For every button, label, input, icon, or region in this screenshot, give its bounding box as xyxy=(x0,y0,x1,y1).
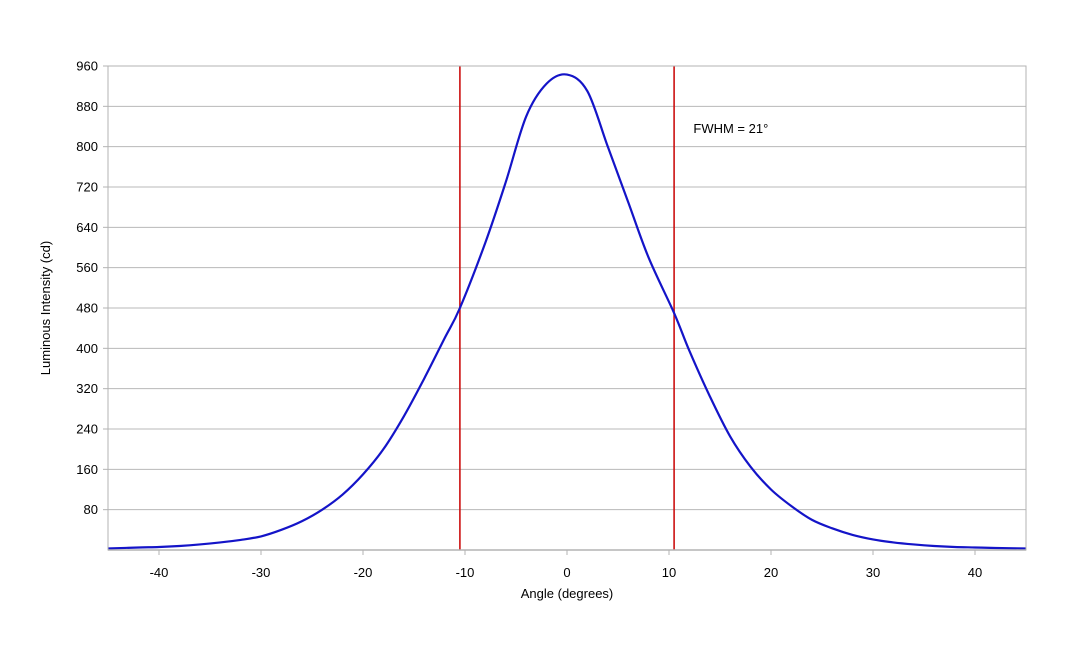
x-tick-label: 30 xyxy=(866,565,880,580)
intensity-curve xyxy=(107,73,1027,550)
fwhm-annotation: FWHM = 21° xyxy=(693,121,768,136)
x-tick-label: 40 xyxy=(968,565,982,580)
annotations: FWHM = 21° xyxy=(693,121,768,136)
y-tick-label: 640 xyxy=(76,220,98,235)
x-axis-label: Angle (degrees) xyxy=(521,586,614,601)
y-tick-label: 560 xyxy=(76,260,98,275)
data-series xyxy=(107,73,1027,550)
x-tick-label: -10 xyxy=(456,565,475,580)
x-tick-label: -20 xyxy=(354,565,373,580)
grid-lines xyxy=(108,65,1026,511)
x-tick-label: 20 xyxy=(764,565,778,580)
x-tick-label: 10 xyxy=(662,565,676,580)
x-tick-label: -30 xyxy=(252,565,271,580)
y-tick-label: 880 xyxy=(76,99,98,114)
y-tick-label: 480 xyxy=(76,301,98,316)
y-axis-label: Luminous Intensity (cd) xyxy=(38,241,53,375)
y-tick-label: 320 xyxy=(76,381,98,396)
x-tick-label: -40 xyxy=(150,565,169,580)
y-tick-label: 240 xyxy=(76,422,98,437)
y-tick-label: 400 xyxy=(76,341,98,356)
x-tick-label: 0 xyxy=(563,565,570,580)
y-tick-label: 80 xyxy=(84,502,98,517)
y-tick-label: 800 xyxy=(76,139,98,154)
y-tick-label: 160 xyxy=(76,462,98,477)
y-tick-label: 720 xyxy=(76,180,98,195)
y-tick-label: 960 xyxy=(76,59,98,74)
